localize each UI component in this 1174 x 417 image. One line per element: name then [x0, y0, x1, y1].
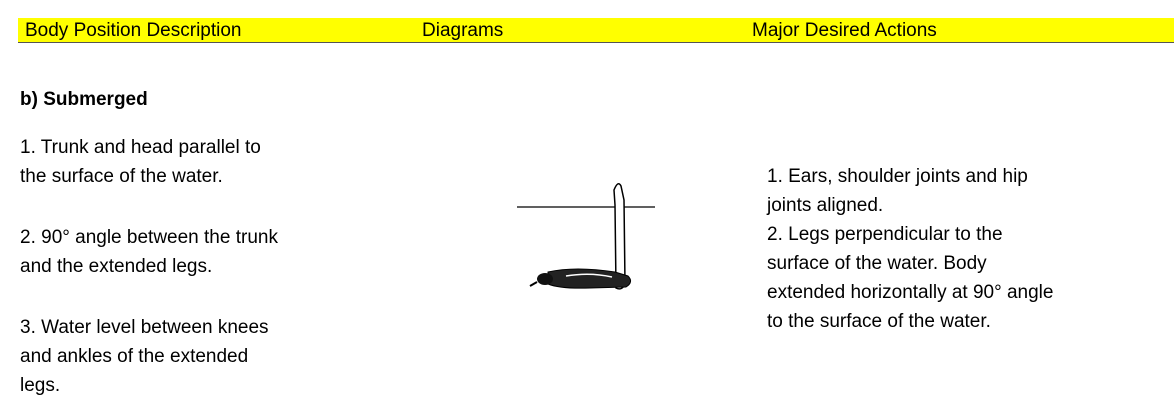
text-line: and the extended legs.: [20, 256, 213, 277]
text-line: legs.: [20, 375, 61, 396]
text-line: 1. Ears, shoulder joints and hip: [767, 166, 1028, 187]
header-column: Body Position Description: [25, 20, 242, 41]
text-line: and ankles of the extended: [20, 346, 249, 367]
header-column: Diagrams: [422, 20, 504, 41]
header-bar: [18, 18, 1174, 43]
text-line: 3. Water level between knees: [20, 317, 269, 338]
text-line: surface of the water. Body: [767, 253, 987, 274]
text-line: joints aligned.: [767, 195, 884, 216]
text-line: extended horizontally at 90° angle: [767, 282, 1054, 303]
section-title: b) Submerged: [20, 89, 148, 110]
text-line: 1. Trunk and head parallel to: [20, 137, 261, 158]
text-line: to the surface of the water.: [767, 311, 991, 332]
text-line: 2. Legs perpendicular to the: [767, 224, 1003, 245]
text-line: 2. 90° angle between the trunk: [20, 227, 278, 248]
text-line: the surface of the water.: [20, 166, 223, 187]
header-column: Major Desired Actions: [752, 20, 937, 41]
